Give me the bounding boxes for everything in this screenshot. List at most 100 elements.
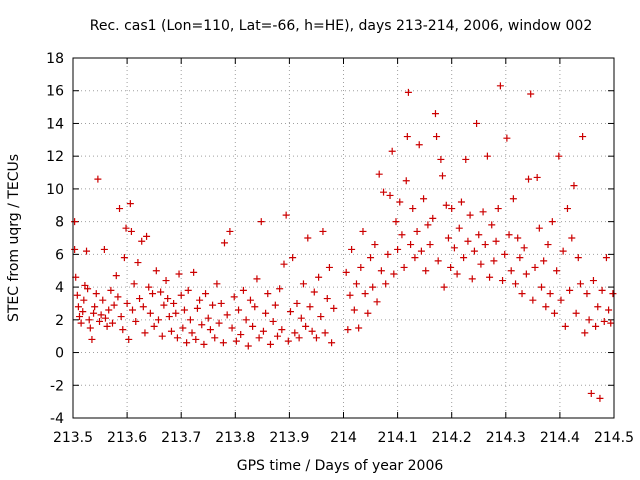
data-point xyxy=(522,270,530,278)
y-tick-label: 12 xyxy=(46,149,64,165)
data-point xyxy=(145,283,153,291)
data-point xyxy=(246,296,254,304)
data-point xyxy=(175,270,183,278)
data-point xyxy=(83,247,91,255)
data-point xyxy=(79,308,87,316)
data-point xyxy=(568,234,576,242)
y-tick-label: 4 xyxy=(55,280,64,296)
x-axis-title: GPS time / Days of year 2006 xyxy=(237,458,444,474)
data-point xyxy=(407,241,415,249)
data-point xyxy=(592,322,600,330)
data-point xyxy=(415,141,423,149)
data-point xyxy=(483,152,491,160)
data-point xyxy=(239,286,247,294)
data-point xyxy=(553,267,561,275)
data-point xyxy=(490,257,498,265)
data-point xyxy=(226,227,234,235)
data-point xyxy=(315,273,323,281)
data-point xyxy=(507,267,515,275)
data-point xyxy=(204,314,212,322)
data-point xyxy=(94,175,102,183)
data-point xyxy=(289,254,297,262)
data-point xyxy=(192,335,200,343)
data-point xyxy=(431,110,439,118)
data-point xyxy=(80,296,88,304)
data-point xyxy=(304,234,312,242)
data-point xyxy=(190,268,198,276)
data-point xyxy=(91,303,99,311)
data-point xyxy=(355,324,363,332)
data-point xyxy=(183,339,191,347)
data-point xyxy=(359,227,367,235)
data-point xyxy=(390,270,398,278)
grid xyxy=(73,58,614,418)
data-point xyxy=(420,195,428,203)
data-point xyxy=(361,290,369,298)
data-point xyxy=(200,340,208,348)
x-tick-label: 213.8 xyxy=(215,430,255,446)
data-point xyxy=(492,237,500,245)
data-point xyxy=(297,314,305,322)
data-point xyxy=(503,134,511,142)
data-point xyxy=(126,200,134,208)
data-point xyxy=(344,326,352,334)
data-point xyxy=(125,335,133,343)
data-point xyxy=(437,155,445,163)
data-point xyxy=(559,247,567,255)
data-point xyxy=(598,286,606,294)
data-point xyxy=(468,275,476,283)
data-point xyxy=(266,340,274,348)
data-point xyxy=(269,317,277,325)
data-point xyxy=(447,263,455,271)
data-point xyxy=(561,322,569,330)
data-point xyxy=(448,205,456,213)
data-point xyxy=(429,214,437,222)
data-point xyxy=(223,311,231,319)
data-point xyxy=(544,241,552,249)
data-point xyxy=(453,270,461,278)
data-point xyxy=(531,263,539,271)
data-point xyxy=(230,293,238,301)
data-point xyxy=(388,147,396,155)
data-point xyxy=(555,152,563,160)
data-point xyxy=(108,319,116,327)
data-point xyxy=(346,291,354,299)
data-point xyxy=(193,304,201,312)
data-point xyxy=(286,308,294,316)
data-point xyxy=(317,313,325,321)
y-tick-label: 2 xyxy=(55,313,64,329)
data-point xyxy=(535,224,543,232)
y-tick-label: 6 xyxy=(55,247,64,263)
data-point xyxy=(116,205,124,213)
data-point xyxy=(477,260,485,268)
data-point xyxy=(501,250,509,258)
plot-border xyxy=(72,57,615,419)
data-point xyxy=(105,306,113,314)
data-point xyxy=(167,327,175,335)
data-point xyxy=(249,322,257,330)
data-point xyxy=(188,329,196,337)
data-point xyxy=(600,317,608,325)
data-point xyxy=(291,329,299,337)
data-point xyxy=(213,280,221,288)
data-point xyxy=(302,322,310,330)
data-point xyxy=(538,283,546,291)
y-tick-label: 16 xyxy=(46,84,64,100)
y-axis-title: STEC from uqrg / TECUs xyxy=(6,154,22,322)
data-point xyxy=(132,317,140,325)
data-point xyxy=(122,224,130,232)
data-point xyxy=(96,317,104,325)
data-point xyxy=(172,309,180,317)
data-point xyxy=(244,342,252,350)
data-point xyxy=(607,319,615,327)
data-point xyxy=(550,309,558,317)
data-point xyxy=(257,218,265,226)
data-point xyxy=(139,303,147,311)
data-point xyxy=(377,267,385,275)
data-point xyxy=(602,254,610,262)
data-point xyxy=(162,277,170,285)
data-point xyxy=(186,316,194,324)
data-point xyxy=(154,316,162,324)
data-point xyxy=(264,290,272,298)
x-tick-label: 214.1 xyxy=(378,430,418,446)
